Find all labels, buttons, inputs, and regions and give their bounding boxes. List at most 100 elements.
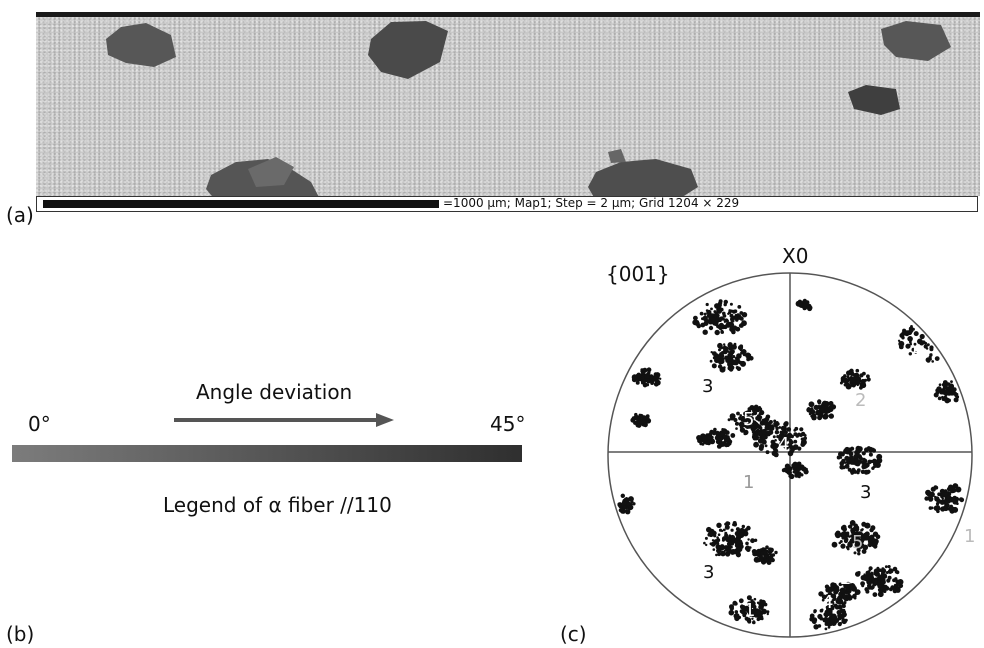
pole-point: [714, 322, 718, 326]
pole-point: [909, 328, 914, 333]
pole-point: [929, 356, 932, 359]
pole-point: [843, 611, 846, 614]
pole-point: [876, 534, 881, 539]
pole-point: [920, 334, 925, 339]
pole-point: [874, 580, 878, 584]
pole-point: [643, 422, 648, 427]
pole-point: [842, 527, 847, 532]
pole-point: [729, 542, 732, 545]
pole-point: [845, 538, 848, 541]
pole-point: [710, 360, 713, 363]
start-angle-label: 0°: [28, 412, 51, 436]
legend-caption: Legend of α fiber //110: [163, 493, 392, 517]
pole-point: [706, 527, 712, 533]
pole-point: [712, 539, 714, 541]
pole-point: [702, 436, 707, 441]
pole-point: [909, 341, 912, 344]
cluster-label: 4: [778, 434, 789, 455]
pole-point: [878, 589, 881, 592]
pole-point: [840, 532, 846, 538]
pole-point: [948, 508, 951, 511]
pole-point: [950, 380, 953, 383]
pole-point: [726, 322, 732, 328]
pole-point: [736, 366, 739, 369]
pole-point: [725, 534, 728, 537]
cluster-label: 3: [703, 562, 714, 583]
pole-point: [721, 428, 724, 431]
pole-point: [861, 528, 864, 531]
pole-point: [934, 486, 938, 490]
pole-point: [845, 449, 851, 455]
panel-a-label: (a): [6, 203, 34, 227]
pole-point: [647, 371, 650, 374]
pole-point: [621, 494, 625, 498]
pole-point: [771, 558, 775, 562]
pole-point: [931, 507, 934, 510]
grain: [368, 21, 448, 79]
pole-point: [712, 351, 717, 356]
pole-point: [704, 313, 707, 316]
pole-point: [876, 454, 882, 460]
pole-point: [717, 438, 722, 443]
pole-point: [792, 462, 798, 468]
axis-label-x0: X0: [782, 244, 808, 268]
pole-point: [942, 383, 946, 387]
pole-point: [893, 589, 897, 593]
pole-point: [632, 374, 638, 380]
pole-point: [768, 547, 772, 551]
pole-point: [722, 539, 725, 542]
pole-point: [954, 484, 958, 488]
pole-point: [793, 440, 797, 444]
pole-point: [871, 585, 875, 589]
pole-point: [836, 605, 839, 608]
pole-point: [724, 523, 727, 526]
pole-point: [657, 382, 660, 385]
pole-point: [729, 440, 733, 444]
pole-point: [773, 420, 776, 423]
pole-point: [753, 435, 759, 441]
pole-point: [759, 614, 762, 617]
pole-point: [715, 330, 720, 335]
panel-b-label: (b): [6, 622, 34, 646]
pole-point: [838, 622, 842, 626]
pole-point: [745, 542, 749, 546]
cluster-label: 4: [822, 592, 833, 613]
pole-point: [855, 448, 861, 454]
pole-point: [732, 523, 735, 526]
pole-point: [867, 581, 872, 586]
pole-point: [857, 571, 860, 574]
pole-point: [870, 535, 875, 540]
pole-point: [956, 488, 959, 491]
pole-point: [736, 412, 740, 416]
pole-point: [775, 427, 778, 430]
pole-point: [699, 442, 702, 445]
pole-point: [654, 376, 658, 380]
pole-point: [721, 442, 726, 447]
pole-point: [824, 416, 827, 419]
pole-point: [773, 448, 776, 451]
pole-point: [850, 377, 856, 383]
pole-point: [797, 433, 801, 437]
angle-gradient-bar: [12, 445, 522, 462]
pole-point: [734, 309, 738, 313]
pole-point: [765, 444, 768, 447]
pole-point: [706, 303, 709, 306]
end-angle-label: 45°: [490, 412, 525, 436]
pole-point: [735, 423, 738, 426]
pole-point: [740, 324, 743, 327]
pole-point: [721, 331, 724, 334]
grain-overlay: [36, 17, 980, 196]
cluster-label: 2: [840, 568, 851, 589]
pole-point: [883, 589, 887, 593]
pole-point: [720, 432, 724, 436]
pole-point: [725, 536, 731, 542]
cluster-label: 5: [912, 344, 923, 365]
pole-point: [846, 384, 852, 390]
pole-point: [646, 383, 649, 386]
pole-point: [817, 614, 822, 619]
pole-point: [864, 587, 868, 591]
pole-point: [710, 313, 715, 318]
pole-point: [730, 433, 735, 438]
pole-point: [825, 585, 829, 589]
pole-point: [878, 577, 881, 580]
